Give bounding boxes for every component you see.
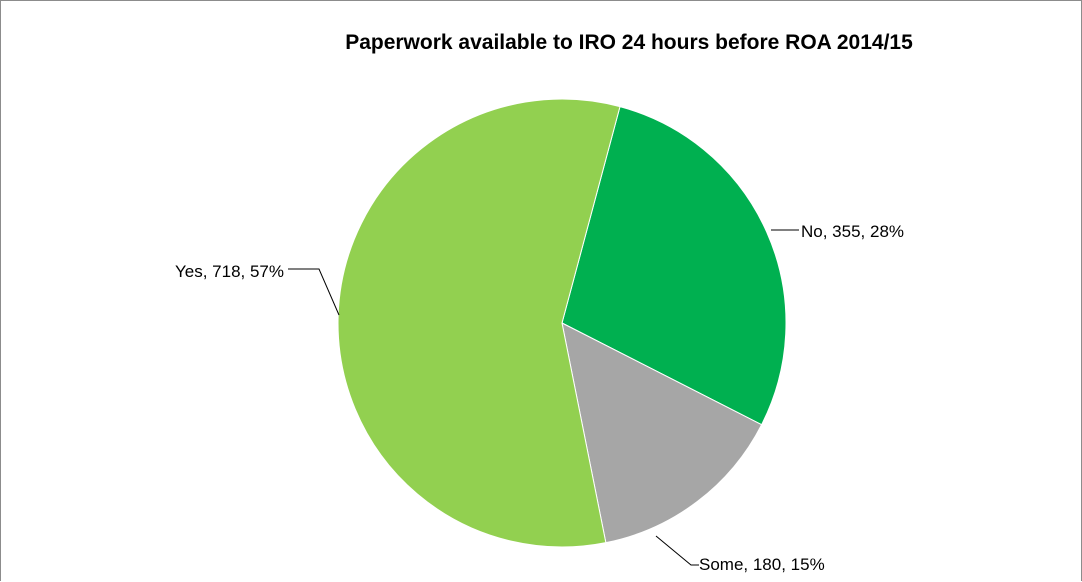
chart-title: Paperwork available to IRO 24 hours befo… [345,31,913,54]
pie-slice-yes [337,98,621,548]
leader-line-some [655,535,699,566]
data-label-yes: Yes, 718, 57% [175,262,284,281]
data-label-some: Some, 180, 15% [699,555,825,574]
leader-lines [288,229,799,566]
pie-slice-no [561,106,787,426]
slices-layer [337,98,787,548]
data-labels: No, 355, 28% Some, 180, 15% Yes, 718, 57% [175,222,904,574]
data-label-no: No, 355, 28% [801,222,904,241]
leader-line-yes [288,268,340,316]
pie-slice-some [561,322,763,544]
